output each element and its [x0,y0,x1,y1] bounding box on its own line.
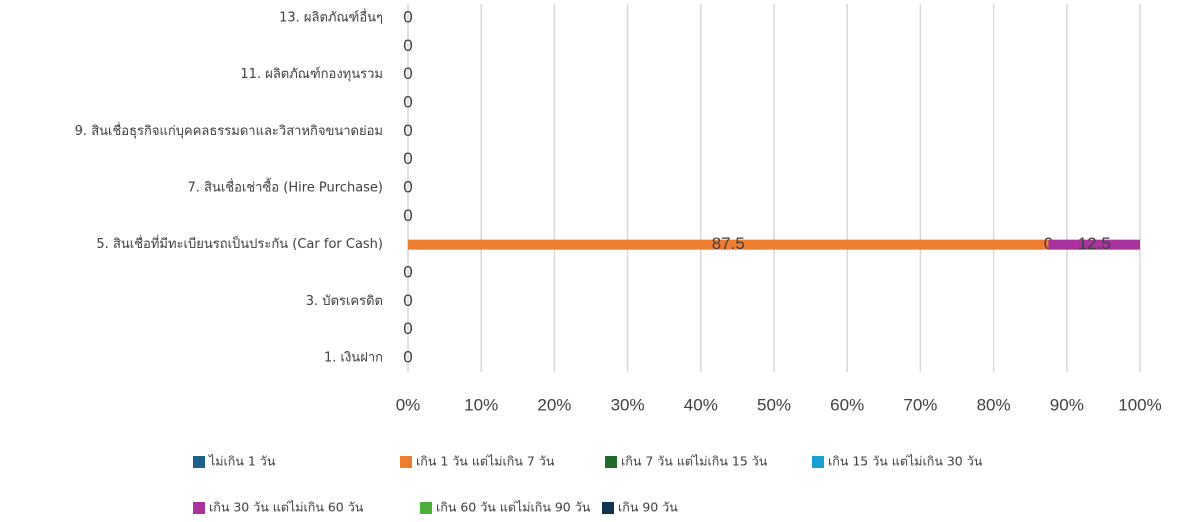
legend-label: เกิน 15 วัน แต่ไม่เกิน 30 วัน [828,454,983,469]
x-tick-label: 50% [757,395,791,414]
data-label: 0 [403,92,412,111]
bar [1048,239,1140,250]
x-tick-label: 90% [1050,395,1084,414]
data-label: 0 [403,206,412,225]
legend-swatch [193,456,205,468]
data-label: 0 [403,347,412,366]
data-label: 0 [403,149,412,168]
data-label: 0 [403,121,412,140]
data-label: 0 [403,319,412,338]
data-label: 0 [403,262,412,281]
x-tick-label: 10% [464,395,498,414]
data-label: 0 [403,177,412,196]
legend-label: เกิน 60 วัน แต่ไม่เกิน 90 วัน [436,500,591,515]
x-tick-label: 20% [537,395,571,414]
data-label: 87.5 [712,234,745,253]
x-tick-label: 60% [830,395,864,414]
legend-swatch [605,456,617,468]
data-label: 0 [403,36,412,55]
y-tick-label: 1. เงินฝาก [324,351,383,366]
legend-label: เกิน 1 วัน แต่ไม่เกิน 7 วัน [416,454,555,469]
y-tick-label: 3. บัตรเครดิต [306,294,383,309]
y-tick-label: 9. สินเชื่อธุรกิจแก่บุคคลธรรมดาและวิสาหก… [75,122,383,139]
legend-label: เกิน 90 วัน [618,500,678,515]
data-label: 0 [403,291,412,310]
legend-swatch [812,456,824,468]
y-tick-label: 7. สินเชื่อเช่าซื้อ (Hire Purchase) [187,178,383,196]
legend-label: ไม่เกิน 1 วัน [208,454,276,469]
legend-swatch [193,502,205,514]
data-label: 12.5 [1078,234,1111,253]
x-tick-label: 70% [903,395,937,414]
x-tick-label: 100% [1118,395,1161,414]
data-label: 0 [403,7,412,26]
x-tick-label: 30% [611,395,645,414]
legend-label: เกิน 7 วัน แต่ไม่เกิน 15 วัน [621,454,768,469]
x-tick-label: 0% [396,395,421,414]
bar [408,239,1049,250]
legend-swatch [602,502,614,514]
legend-swatch [400,456,412,468]
x-tick-label: 80% [977,395,1011,414]
y-tick-label: 13. ผลิตภัณฑ์อื่นๆ [279,9,383,26]
x-tick-label: 40% [684,395,718,414]
y-tick-label: 11. ผลิตภัณฑ์กองทุนรวม [240,66,383,82]
legend-label: เกิน 30 วัน แต่ไม่เกิน 60 วัน [209,500,364,515]
data-label: 0 [403,64,412,83]
legend-swatch [420,502,432,514]
y-tick-label: 5. สินเชื่อที่มีทะเบียนรถเป็นประกัน (Car… [96,234,383,252]
